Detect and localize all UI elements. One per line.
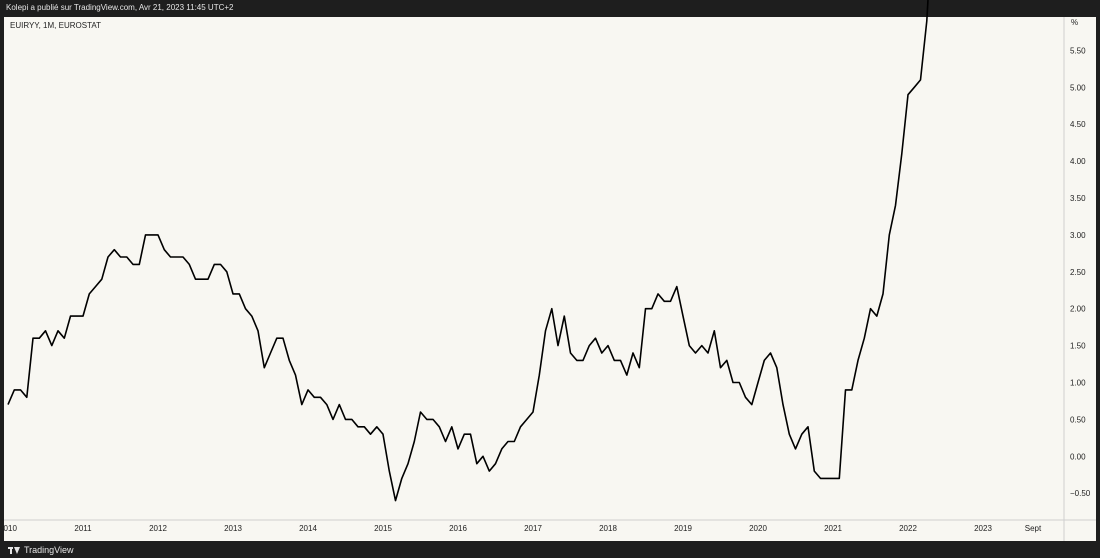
y-tick-label: 0.50 <box>1070 415 1086 424</box>
x-tick-label: 2016 <box>449 524 467 533</box>
y-tick-label: 4.00 <box>1070 157 1086 166</box>
y-tick-label: 3.00 <box>1070 231 1086 240</box>
x-tick-label: 2011 <box>74 524 92 533</box>
x-tick-label: 2019 <box>674 524 692 533</box>
y-tick-label: 2.00 <box>1070 305 1086 314</box>
y-tick-label: 1.50 <box>1070 342 1086 351</box>
x-tick-label: 2017 <box>524 524 542 533</box>
series-group <box>7 0 929 502</box>
y-tick-label: 1.00 <box>1070 379 1086 388</box>
brand-name: TradingView <box>24 545 74 555</box>
x-tick-label: 2022 <box>899 524 917 533</box>
brand[interactable]: TradingView <box>8 545 74 555</box>
x-tick-label: 2010 <box>0 524 17 533</box>
bottom-bar: TradingView <box>0 541 1100 558</box>
series-line <box>7 0 929 502</box>
x-tick-label: 2023 <box>974 524 992 533</box>
x-tick-label: Sept <box>1025 524 1042 533</box>
top-bar: Kolepi a publié sur TradingView.com, Avr… <box>0 0 1100 17</box>
y-unit-label: % <box>1071 18 1078 27</box>
x-tick-label: 2020 <box>749 524 767 533</box>
published-by-text: Kolepi a publié sur TradingView.com, Avr… <box>6 3 234 12</box>
y-tick-label: 3.50 <box>1070 194 1086 203</box>
x-tick-label: 2021 <box>824 524 842 533</box>
axes: % 5.50 5.00 4.50 4.00 3.50 3.00 2.50 2.00 1.50 1.0… <box>0 17 1096 541</box>
tradingview-logo-icon <box>8 546 20 555</box>
y-tick-label: 4.50 <box>1070 120 1086 129</box>
x-tick-label: 2014 <box>299 524 317 533</box>
y-tick-label: 2.50 <box>1070 268 1086 277</box>
x-tick-label: 2013 <box>224 524 242 533</box>
y-tick-label: 0.00 <box>1070 452 1086 461</box>
x-tick-label: 2015 <box>374 524 392 533</box>
y-tick-label: 5.00 <box>1070 83 1086 92</box>
chart-panel[interactable] <box>4 17 1096 541</box>
x-tick-label: 2018 <box>599 524 617 533</box>
y-tick-label: −0.50 <box>1070 489 1091 498</box>
x-tick-label: 2012 <box>149 524 167 533</box>
symbol-label[interactable]: EUIRYY, 1M, EUROSTAT <box>10 21 101 30</box>
y-tick-label: 5.50 <box>1070 46 1086 55</box>
